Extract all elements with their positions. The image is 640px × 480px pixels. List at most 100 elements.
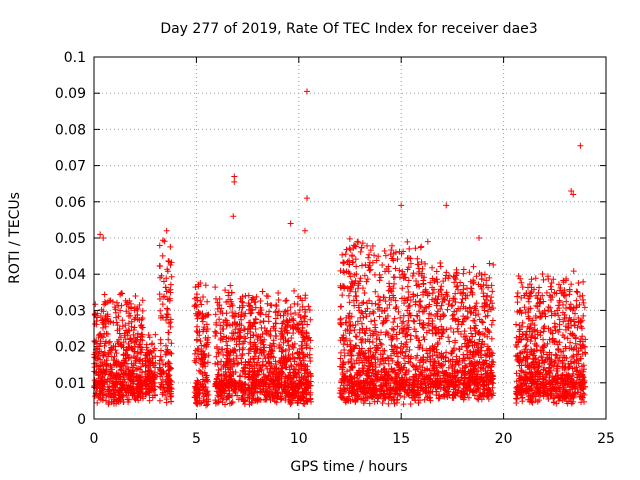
data-point — [399, 320, 406, 327]
data-point — [167, 319, 174, 326]
data-point — [103, 338, 110, 345]
data-point — [562, 326, 569, 333]
data-point — [488, 363, 495, 370]
data-point — [112, 383, 119, 390]
data-point — [479, 303, 486, 310]
data-point — [122, 387, 129, 394]
data-point — [340, 259, 347, 266]
data-point — [253, 383, 260, 390]
data-point — [203, 388, 210, 395]
data-point — [565, 381, 572, 388]
data-point — [217, 322, 224, 329]
data-point — [483, 296, 490, 303]
data-point — [375, 253, 382, 260]
data-point — [435, 293, 442, 300]
data-point — [204, 401, 211, 408]
data-point — [571, 392, 578, 399]
data-point — [225, 358, 232, 365]
data-point — [570, 191, 577, 198]
data-point — [300, 334, 307, 341]
data-point — [363, 313, 370, 320]
data-point — [265, 358, 272, 365]
data-point — [398, 250, 405, 257]
data-point — [513, 391, 520, 398]
data-point — [522, 369, 529, 376]
data-point — [464, 285, 471, 292]
data-point — [301, 312, 308, 319]
data-point — [424, 354, 431, 361]
data-point — [377, 373, 384, 380]
data-point — [446, 297, 453, 304]
data-point — [127, 383, 134, 390]
data-point — [514, 353, 521, 360]
data-point — [219, 392, 226, 399]
data-point — [294, 350, 301, 357]
data-point — [213, 321, 220, 328]
data-point — [118, 302, 125, 309]
data-point — [486, 329, 493, 336]
data-point — [410, 270, 417, 277]
data-point — [338, 390, 345, 397]
data-point — [546, 374, 553, 381]
data-point — [538, 354, 545, 361]
data-point — [404, 297, 411, 304]
data-point — [298, 382, 305, 389]
data-point — [549, 335, 556, 342]
data-point — [341, 285, 348, 292]
data-point — [389, 242, 396, 249]
data-point — [167, 243, 174, 250]
data-point — [368, 372, 375, 379]
data-point — [247, 328, 254, 335]
data-point — [432, 324, 439, 331]
data-point — [547, 283, 554, 290]
data-point — [447, 325, 454, 332]
data-point — [412, 245, 419, 252]
data-point — [381, 375, 388, 382]
data-point — [481, 386, 488, 393]
data-point — [384, 376, 391, 383]
data-point — [267, 302, 274, 309]
data-point — [387, 287, 394, 294]
data-point — [400, 384, 407, 391]
data-point — [527, 338, 534, 345]
data-point — [152, 353, 159, 360]
data-point — [381, 307, 388, 314]
data-point — [342, 319, 349, 326]
data-point — [287, 304, 294, 311]
data-point — [489, 288, 496, 295]
data-point — [521, 348, 528, 355]
data-point — [360, 314, 367, 321]
data-point — [301, 318, 308, 325]
data-point — [412, 301, 419, 308]
data-point — [139, 324, 146, 331]
data-point — [359, 262, 366, 269]
data-point — [415, 344, 422, 351]
data-point — [370, 310, 377, 317]
data-point — [517, 391, 524, 398]
data-point — [540, 343, 547, 350]
data-point — [146, 371, 153, 378]
data-point — [579, 373, 586, 380]
data-point — [432, 312, 439, 319]
data-point — [272, 327, 279, 334]
data-point — [437, 316, 444, 323]
data-point — [433, 268, 440, 275]
data-point — [204, 337, 211, 344]
data-point — [260, 371, 267, 378]
data-point — [481, 341, 488, 348]
data-point — [346, 337, 353, 344]
data-point — [473, 387, 480, 394]
data-point — [300, 390, 307, 397]
data-point — [366, 327, 373, 334]
data-point — [387, 390, 394, 397]
data-point — [461, 380, 468, 387]
data-point — [434, 341, 441, 348]
data-point — [236, 333, 243, 340]
data-point — [299, 395, 306, 402]
y-tick-label: 0.01 — [55, 376, 86, 392]
data-point — [157, 263, 164, 270]
data-point — [291, 287, 298, 294]
data-point — [304, 352, 311, 359]
data-point — [348, 348, 355, 355]
data-point — [358, 347, 365, 354]
